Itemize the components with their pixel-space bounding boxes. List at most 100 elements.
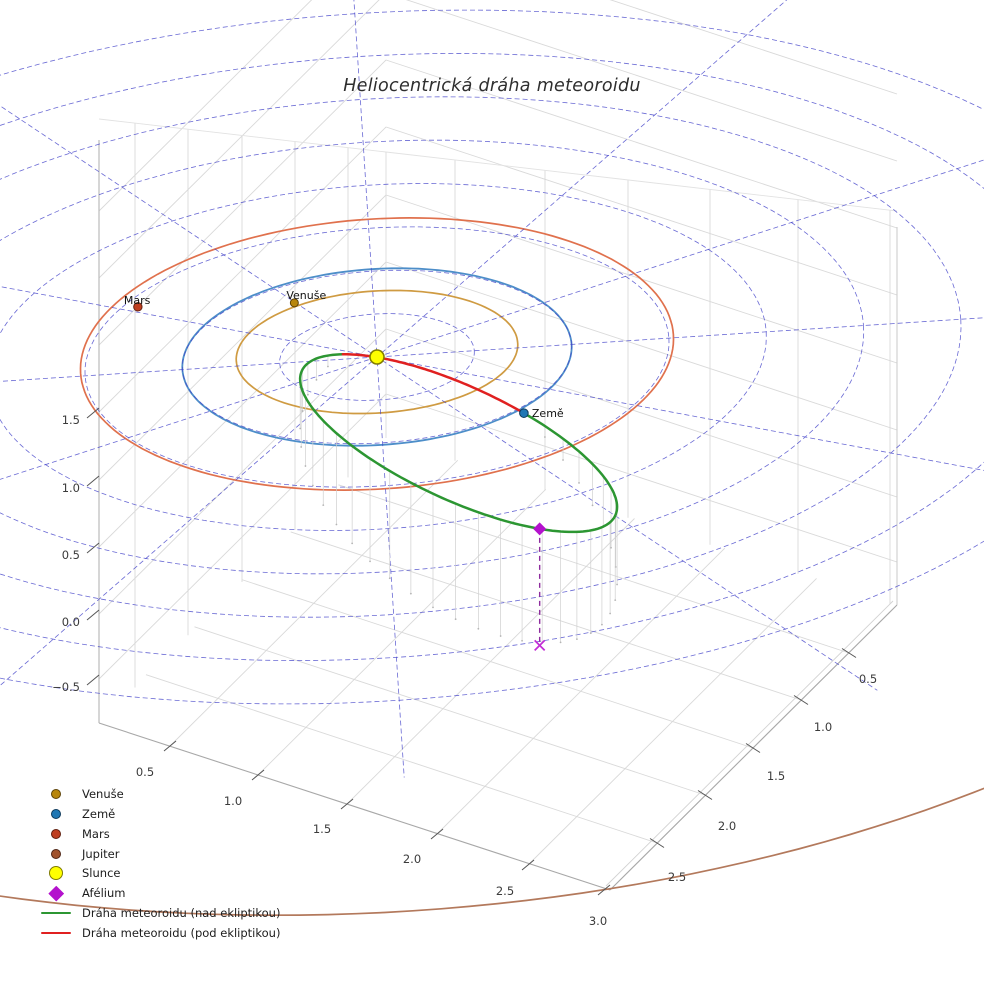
stem-foot-dot bbox=[315, 378, 318, 381]
meteoroid-above-ecliptic bbox=[298, 353, 619, 534]
polar-circle bbox=[279, 313, 475, 401]
wall-grid-line bbox=[385, 261, 898, 431]
polar-radial bbox=[353, 0, 378, 353]
mars-orbit bbox=[79, 217, 675, 491]
z-tick-mark bbox=[86, 407, 100, 419]
polar-radial bbox=[0, 286, 369, 356]
polar-circle bbox=[0, 52, 984, 662]
stem-foot-dot bbox=[304, 465, 307, 467]
z-tick-mark bbox=[86, 609, 100, 621]
stem-foot-dot bbox=[369, 560, 371, 563]
z-tick-label: 1.5 bbox=[62, 413, 80, 427]
polar-radial bbox=[385, 358, 984, 471]
trajectory-stems bbox=[299, 355, 618, 644]
wall-grid-line bbox=[385, 328, 898, 498]
meteoroid-below-ecliptic bbox=[341, 353, 526, 415]
wall-grid-line bbox=[98, 0, 313, 212]
legend-row-4: Slunce bbox=[36, 863, 280, 883]
stem-foot-dot bbox=[299, 427, 302, 430]
stem-foot-dot bbox=[559, 641, 562, 644]
box-grid bbox=[98, 0, 898, 891]
polar-radial bbox=[376, 361, 405, 778]
x-tick-mark bbox=[597, 884, 611, 896]
stem-foot-dot bbox=[477, 627, 480, 630]
y-tick-mark bbox=[793, 695, 809, 705]
y-tick-label: 2.5 bbox=[668, 870, 686, 884]
legend-label: Jupiter bbox=[82, 846, 120, 861]
x-tick-label: 1.5 bbox=[313, 822, 331, 836]
x-tick-mark bbox=[340, 798, 354, 810]
x-tick-mark bbox=[163, 740, 177, 752]
stem-foot-dot bbox=[616, 583, 618, 586]
x-tick-mark bbox=[430, 828, 444, 840]
wall-grid-line bbox=[385, 393, 898, 563]
legend-label: Afélium bbox=[82, 886, 126, 901]
legend-label: Slunce bbox=[82, 866, 121, 881]
wall-grid-line bbox=[98, 261, 387, 548]
sun-marker bbox=[369, 349, 385, 365]
legend-diamond-icon bbox=[36, 885, 76, 901]
y-tick-label: 1.5 bbox=[767, 769, 785, 783]
mars-label: Mars bbox=[124, 294, 151, 307]
sun-glyph bbox=[49, 866, 63, 881]
x-tick-label: 2.5 bbox=[496, 884, 514, 898]
polar-circle bbox=[0, 183, 767, 531]
venus-label: Venuše bbox=[286, 289, 326, 302]
y-tick-mark bbox=[745, 743, 761, 753]
dot-glyph bbox=[51, 848, 61, 859]
z-tick-label: 1.0 bbox=[62, 481, 80, 495]
aphelion-projection-x-marker bbox=[534, 639, 546, 652]
polar-radial bbox=[381, 360, 878, 691]
stem-foot-dot bbox=[609, 612, 612, 615]
stem-foot-dot bbox=[576, 638, 578, 641]
stem-foot-dot bbox=[335, 523, 338, 526]
wall-grid-line bbox=[405, 0, 898, 162]
z-tick-label: 0.5 bbox=[62, 548, 80, 562]
tick-labels: 0.5 1.0 1.5 2.0 2.5 3.0 0.5 1.0 1.5 2.0 2.5 1.5 1.0 0… bbox=[52, 413, 877, 928]
stem-foot-dot bbox=[301, 410, 304, 412]
floor-grid-line bbox=[194, 626, 706, 796]
y-tick-mark bbox=[649, 838, 665, 848]
stem-foot-dot bbox=[601, 623, 603, 626]
stem-foot-dot bbox=[610, 546, 612, 549]
y-tick-label: 2.0 bbox=[718, 819, 736, 833]
x-axis-edge bbox=[98, 722, 611, 891]
stem-foot-dot bbox=[544, 436, 546, 438]
wall-grid-line bbox=[98, 328, 387, 615]
wall-grid-line bbox=[98, 0, 380, 279]
legend-dot-icon bbox=[36, 808, 76, 819]
polar-radial bbox=[0, 105, 373, 354]
stem-foot-dot bbox=[327, 365, 329, 368]
stem-foot-dot bbox=[300, 446, 303, 448]
stem-foot-dot bbox=[499, 635, 502, 637]
legend-row-3: Jupiter bbox=[36, 844, 280, 864]
stem-foot-dot bbox=[454, 618, 457, 621]
wall-grid-line bbox=[98, 194, 387, 481]
dot-glyph bbox=[51, 808, 61, 819]
legend-dot-icon bbox=[36, 828, 76, 839]
wall-grid-line bbox=[609, 0, 898, 95]
y-tick-mark bbox=[841, 648, 857, 658]
ecliptic-polar-grid bbox=[0, 0, 984, 778]
diamond-glyph bbox=[48, 885, 64, 901]
x-tick-label: 2.0 bbox=[403, 852, 421, 866]
stem-foot-dot bbox=[311, 484, 314, 487]
legend: Venuše Země Mars Jupiter Slunce Afélium Dráha … bbox=[36, 784, 280, 943]
x-tick-label: 3.0 bbox=[589, 914, 607, 928]
wall-grid-line bbox=[98, 126, 387, 413]
wall-top-edge bbox=[385, 151, 898, 212]
mars-marker bbox=[133, 302, 143, 312]
legend-line-swatch bbox=[36, 931, 76, 935]
legend-sun-icon bbox=[36, 866, 76, 881]
z-tick-mark bbox=[86, 475, 100, 487]
aphelion-marker bbox=[533, 522, 547, 536]
z-tick-mark bbox=[86, 542, 100, 554]
wall-top-edge bbox=[98, 118, 387, 153]
legend-label: Mars bbox=[82, 826, 110, 841]
x-tick-mark bbox=[521, 859, 535, 871]
z-tick-label: 0.0 bbox=[62, 615, 80, 629]
dot-glyph bbox=[51, 828, 61, 839]
polar-radial bbox=[385, 159, 984, 355]
